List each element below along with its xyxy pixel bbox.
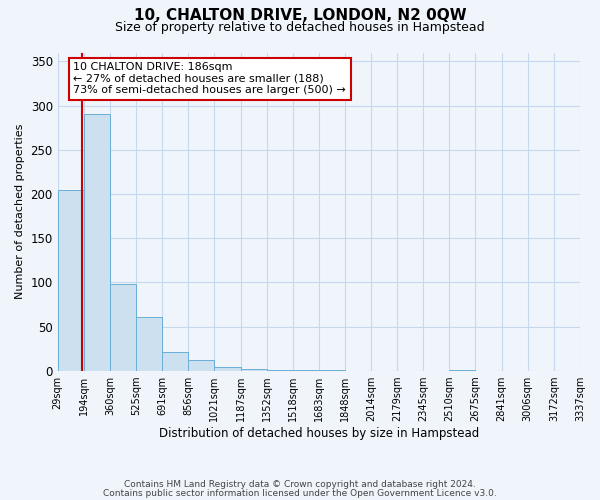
Bar <box>162 352 188 371</box>
Bar <box>449 370 475 371</box>
Bar <box>214 366 241 371</box>
Y-axis label: Number of detached properties: Number of detached properties <box>15 124 25 300</box>
Bar <box>266 370 293 371</box>
Text: Size of property relative to detached houses in Hampstead: Size of property relative to detached ho… <box>115 21 485 34</box>
Text: 10 CHALTON DRIVE: 186sqm
← 27% of detached houses are smaller (188)
73% of semi-: 10 CHALTON DRIVE: 186sqm ← 27% of detach… <box>73 62 346 96</box>
Bar <box>136 317 162 371</box>
Text: Contains public sector information licensed under the Open Government Licence v3: Contains public sector information licen… <box>103 488 497 498</box>
Text: 10, CHALTON DRIVE, LONDON, N2 0QW: 10, CHALTON DRIVE, LONDON, N2 0QW <box>134 8 466 22</box>
Bar <box>188 360 214 371</box>
Bar <box>293 370 319 371</box>
Bar <box>58 190 84 371</box>
Text: Contains HM Land Registry data © Crown copyright and database right 2024.: Contains HM Land Registry data © Crown c… <box>124 480 476 489</box>
Bar <box>241 369 266 371</box>
X-axis label: Distribution of detached houses by size in Hampstead: Distribution of detached houses by size … <box>159 427 479 440</box>
Bar <box>110 284 136 371</box>
Bar <box>84 114 110 371</box>
Bar <box>319 370 345 371</box>
